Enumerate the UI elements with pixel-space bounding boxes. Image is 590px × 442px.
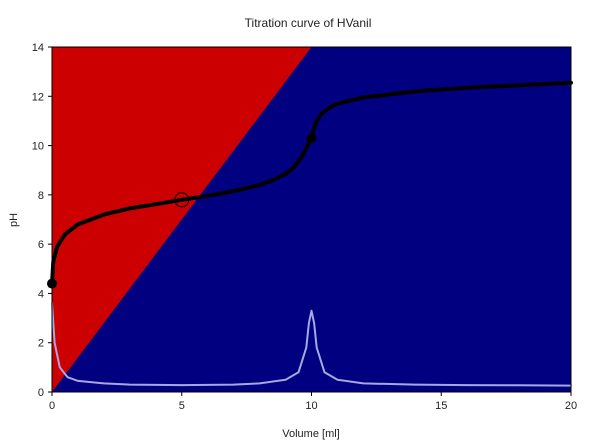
- x-tick-label: 10: [305, 400, 317, 412]
- y-tick-label: 14: [32, 42, 44, 54]
- y-tick-label: 2: [38, 338, 44, 350]
- half-equivalence-marker: [174, 192, 190, 208]
- y-tick-label: 0: [38, 387, 44, 399]
- x-axis-label: Volume [ml]: [282, 428, 339, 440]
- x-tick-label: 20: [565, 400, 577, 412]
- chart-title: Titration curve of HVanil: [245, 16, 372, 30]
- plot-area: [47, 46, 573, 393]
- x-tick-label: 0: [49, 400, 55, 412]
- x-tick-label: 15: [435, 400, 447, 412]
- point-marker-2: [306, 133, 317, 144]
- x-tick-label: 5: [179, 400, 185, 412]
- y-tick-label: 10: [32, 141, 44, 153]
- y-tick-label: 6: [38, 239, 44, 251]
- y-tick-label: 8: [38, 190, 44, 202]
- y-axis-label: pH: [8, 213, 20, 227]
- derivative-curve: [51, 302, 572, 387]
- red-region: [52, 47, 312, 392]
- y-tick-label: 4: [38, 288, 44, 300]
- y-tick-label: 12: [32, 91, 44, 103]
- ph-curve: [50, 80, 573, 286]
